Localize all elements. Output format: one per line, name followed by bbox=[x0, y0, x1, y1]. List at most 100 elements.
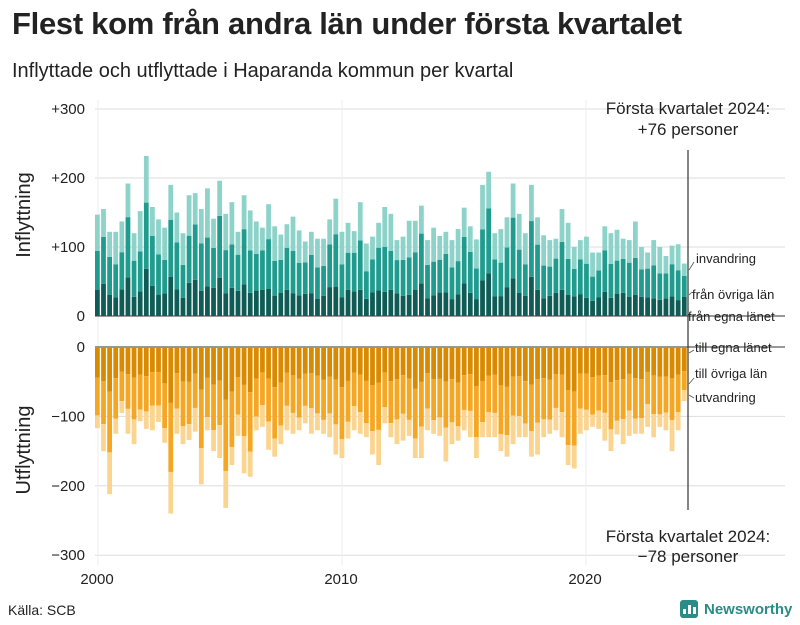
bar-in-invandring bbox=[156, 219, 161, 255]
bar-chart-icon bbox=[680, 600, 698, 618]
bar-in-ovriga bbox=[455, 261, 461, 295]
x-tick-label: 2020 bbox=[568, 571, 601, 588]
bar-out-ovriga bbox=[223, 399, 229, 472]
bar-in-invandring bbox=[669, 245, 675, 265]
bar-in-egna bbox=[370, 292, 375, 316]
bar-in-invandring bbox=[461, 207, 467, 237]
bar-in-invandring bbox=[529, 184, 534, 222]
bar-in-invandring bbox=[394, 240, 400, 261]
bar-in-invandring bbox=[95, 214, 100, 251]
bar-out-utvandring bbox=[296, 417, 302, 431]
bar-out-ovriga bbox=[95, 377, 100, 416]
bar-in-invandring bbox=[577, 240, 583, 260]
bar-out-ovriga bbox=[333, 379, 339, 425]
bar-in-invandring bbox=[547, 240, 553, 267]
bar-out-ovriga bbox=[553, 374, 559, 408]
bar-in-ovriga bbox=[174, 242, 180, 290]
bar-in-egna bbox=[681, 296, 687, 316]
bar-in-egna bbox=[266, 288, 271, 316]
bar-out-ovriga bbox=[522, 381, 528, 424]
bar-out-egna bbox=[266, 347, 271, 379]
bar-out-egna bbox=[437, 347, 443, 379]
bar-out-utvandring bbox=[461, 409, 467, 431]
bar-in-ovriga bbox=[363, 271, 369, 299]
bar-in-egna bbox=[626, 297, 632, 316]
bar-out-utvandring bbox=[608, 429, 614, 452]
bar-out-utvandring bbox=[382, 407, 388, 424]
y-tick-label: +100 bbox=[51, 239, 85, 256]
bar-in-invandring bbox=[443, 231, 449, 254]
bar-in-egna bbox=[339, 297, 345, 316]
bar-out-ovriga bbox=[614, 380, 620, 421]
bar-out-egna bbox=[522, 347, 528, 382]
bar-in-egna bbox=[669, 296, 675, 316]
bar-out-ovriga bbox=[119, 371, 125, 402]
bar-in-egna bbox=[345, 289, 351, 316]
bar-in-invandring bbox=[296, 230, 302, 263]
bar-out-egna bbox=[308, 347, 314, 374]
bar-out-egna bbox=[480, 347, 485, 381]
bar-in-egna bbox=[321, 295, 326, 316]
bar-out-ovriga bbox=[125, 374, 131, 409]
bar-out-utvandring bbox=[290, 412, 296, 434]
bar-in-egna bbox=[101, 283, 106, 316]
bar-out-utvandring bbox=[419, 426, 424, 459]
bar-in-ovriga bbox=[333, 234, 339, 288]
bar-in-invandring bbox=[290, 216, 296, 252]
bar-in-egna bbox=[400, 295, 406, 316]
bar-out-utvandring bbox=[431, 420, 437, 434]
bar-out-egna bbox=[137, 347, 143, 375]
label-leader-line bbox=[688, 349, 695, 354]
bar-in-egna bbox=[663, 298, 669, 316]
bar-out-ovriga bbox=[241, 384, 247, 437]
bar-out-ovriga bbox=[657, 376, 663, 415]
bar-in-egna bbox=[253, 290, 259, 316]
bar-in-egna bbox=[510, 278, 516, 316]
annotation-top-line2: +76 personer bbox=[638, 120, 739, 139]
bar-in-invandring bbox=[639, 247, 644, 270]
bar-out-ovriga bbox=[168, 402, 174, 472]
bar-out-ovriga bbox=[529, 384, 534, 432]
bar-in-ovriga bbox=[382, 246, 388, 292]
bar-out-utvandring bbox=[180, 426, 186, 445]
bar-out-ovriga bbox=[400, 375, 406, 414]
bar-out-egna bbox=[443, 347, 449, 382]
bar-in-egna bbox=[302, 293, 308, 316]
bar-out-egna bbox=[95, 347, 100, 378]
bar-in-ovriga bbox=[406, 257, 412, 295]
bar-in-invandring bbox=[339, 231, 345, 265]
bar-out-utvandring bbox=[614, 420, 620, 435]
bar-in-egna bbox=[363, 298, 369, 316]
bar-in-egna bbox=[278, 292, 284, 316]
bar-out-ovriga bbox=[461, 375, 467, 410]
bar-in-ovriga bbox=[296, 262, 302, 296]
bar-in-ovriga bbox=[290, 251, 296, 294]
bar-out-egna bbox=[339, 347, 345, 388]
bar-out-utvandring bbox=[321, 419, 326, 434]
bar-in-egna bbox=[296, 295, 302, 316]
bar-out-egna bbox=[584, 347, 589, 374]
bar-in-ovriga bbox=[168, 219, 174, 277]
bar-in-egna bbox=[577, 294, 583, 316]
bar-out-utvandring bbox=[211, 430, 216, 452]
bar-in-egna bbox=[168, 276, 174, 316]
bar-in-egna bbox=[535, 289, 540, 316]
bar-in-egna bbox=[553, 292, 559, 316]
bar-out-egna bbox=[577, 347, 583, 374]
bar-out-egna bbox=[400, 347, 406, 376]
bar-out-egna bbox=[345, 347, 351, 381]
bar-in-ovriga bbox=[596, 270, 602, 298]
bar-out-utvandring bbox=[137, 409, 143, 422]
bar-in-invandring bbox=[382, 206, 388, 247]
bar-out-egna bbox=[614, 347, 620, 381]
bar-out-egna bbox=[125, 347, 131, 375]
bar-out-ovriga bbox=[351, 372, 357, 407]
bar-in-ovriga bbox=[186, 235, 192, 283]
bar-in-invandring bbox=[522, 233, 528, 265]
brand-logo[interactable]: Newsworthy bbox=[680, 600, 792, 618]
bar-out-egna bbox=[186, 347, 192, 382]
bar-in-invandring bbox=[645, 252, 650, 269]
bar-in-egna bbox=[614, 293, 620, 316]
bar-out-ovriga bbox=[247, 392, 253, 452]
bar-out-utvandring bbox=[235, 414, 241, 436]
